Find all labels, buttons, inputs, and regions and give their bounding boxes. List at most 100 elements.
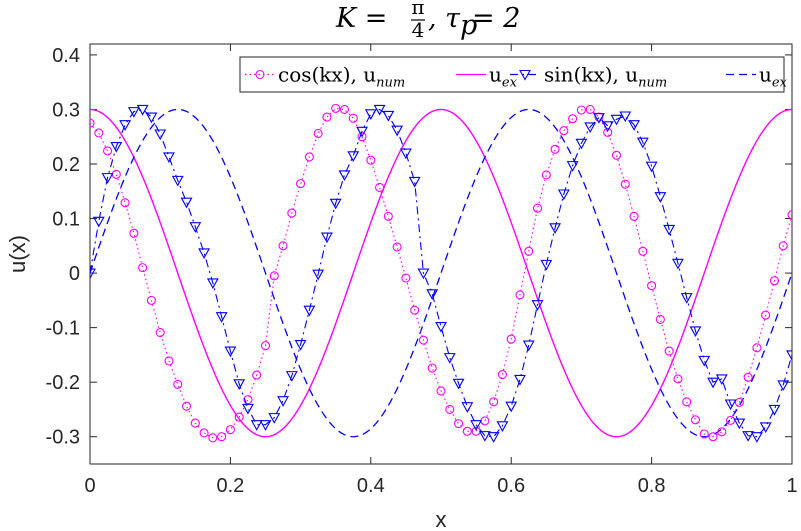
sin-num-point	[566, 161, 579, 172]
sin-num-point	[470, 420, 483, 431]
cos-num-point	[559, 126, 569, 136]
cos-num-point	[611, 150, 622, 160]
sin-num-point	[593, 113, 605, 124]
sin-num-point	[145, 112, 158, 124]
cos-num-point	[120, 198, 130, 208]
cos-num-point	[655, 314, 665, 325]
cos-num-point	[181, 401, 192, 411]
sin-num-point	[610, 114, 623, 126]
legend-sin-exact-subscript: ex	[772, 76, 788, 91]
cos-num-point	[173, 379, 183, 389]
title-k: K =	[335, 3, 387, 34]
cos-num-point	[243, 395, 253, 405]
sin-num-point	[584, 122, 597, 134]
sin-num-point	[101, 173, 114, 184]
title-value: = 2	[472, 3, 520, 34]
sin-num-point	[110, 141, 123, 153]
legend-cos-num-marker	[255, 69, 265, 80]
cos-num-point	[278, 241, 288, 251]
cos-num-point	[787, 210, 792, 220]
sin-num-point	[786, 350, 792, 362]
sin-num-point	[127, 107, 140, 118]
sin-num-point	[92, 216, 105, 228]
sin-num-point	[320, 232, 333, 244]
x-tick-label: 0.4	[357, 475, 385, 497]
sin-num-point	[777, 380, 790, 392]
cos-num-point	[375, 182, 385, 193]
cos-num-point	[103, 146, 113, 156]
cos-num-point	[339, 104, 350, 115]
sin-num-point	[259, 420, 272, 431]
sin-num-point	[215, 312, 228, 323]
sin-num-point	[294, 339, 307, 351]
cos-num-point	[717, 427, 727, 437]
y-tick-label: -0.1	[46, 318, 80, 340]
sin-num-point	[636, 137, 649, 149]
sin-num-point	[312, 269, 325, 281]
sin-num-point	[391, 125, 404, 137]
sin-num-point	[680, 293, 693, 304]
cos-num-point	[366, 155, 376, 165]
y-tick-label: -0.3	[46, 427, 80, 449]
y-tick-label: 0.1	[52, 209, 80, 231]
sin-num-point	[487, 432, 500, 443]
cos-num-point	[743, 372, 753, 382]
sin-num-point	[435, 321, 447, 333]
sin-num-point	[206, 278, 219, 290]
sin-num-point	[759, 422, 772, 434]
cos-num-point	[778, 241, 788, 251]
sin-num-point	[750, 432, 763, 443]
legend-sin-num-label: sin(kx), unum	[544, 63, 667, 91]
legend-cos-exact-subscript: ex	[502, 76, 518, 91]
cos-num-point	[146, 295, 156, 305]
sin-num-point	[163, 152, 175, 164]
sin-num-point	[724, 399, 737, 411]
sin-num-point	[715, 374, 728, 386]
legend-sin-num-subscript: num	[638, 76, 667, 91]
x-tick-label: 0.6	[497, 475, 525, 497]
title-tau: , τ	[428, 3, 461, 34]
sin-num-point	[698, 355, 711, 367]
sin-num-point	[531, 300, 544, 311]
sin-num-point	[277, 396, 289, 407]
sin-num-point	[443, 353, 456, 364]
sin-num-point	[645, 161, 658, 173]
cos-num-point	[287, 208, 297, 218]
cos-num-point	[217, 432, 227, 442]
cos-num-point	[304, 152, 314, 162]
x-axis: 0 0.2 0.4 0.6 0.8 1	[84, 44, 798, 497]
cos-num-point	[164, 356, 174, 366]
sin-num-point	[189, 222, 202, 233]
cos-num-point	[401, 273, 411, 283]
sin-num-point	[733, 418, 746, 430]
title-four: 4	[412, 18, 425, 42]
sin-num-point	[461, 402, 474, 413]
sin-num-point	[601, 121, 614, 132]
cos-num-point	[769, 276, 780, 286]
series-sin-exact-line	[90, 108, 792, 438]
sin-num-point	[707, 377, 719, 389]
sin-num-point	[628, 120, 640, 131]
cos-num-point	[620, 179, 630, 189]
cos-num-point	[348, 113, 358, 123]
sin-num-point	[619, 111, 632, 123]
cos-num-point	[506, 334, 516, 344]
sin-num-point	[742, 431, 755, 442]
sin-num-point	[136, 104, 149, 116]
sin-num-point	[242, 403, 254, 415]
legend-cos-num-subscript: num	[376, 76, 405, 91]
x-tick-label: 0.2	[216, 475, 244, 497]
sin-num-point	[654, 192, 667, 203]
sin-num-point	[452, 378, 465, 390]
sin-num-point	[303, 305, 316, 317]
cos-num-point	[708, 432, 718, 442]
cos-num-point	[331, 103, 341, 113]
sin-num-point	[671, 258, 684, 270]
cos-num-point	[576, 105, 586, 115]
cos-num-point	[734, 397, 744, 407]
legend-sin-num-marker	[519, 69, 531, 81]
cos-num-point	[603, 127, 613, 137]
y-tick-label: 0.4	[52, 45, 80, 67]
cos-num-point	[673, 374, 683, 384]
